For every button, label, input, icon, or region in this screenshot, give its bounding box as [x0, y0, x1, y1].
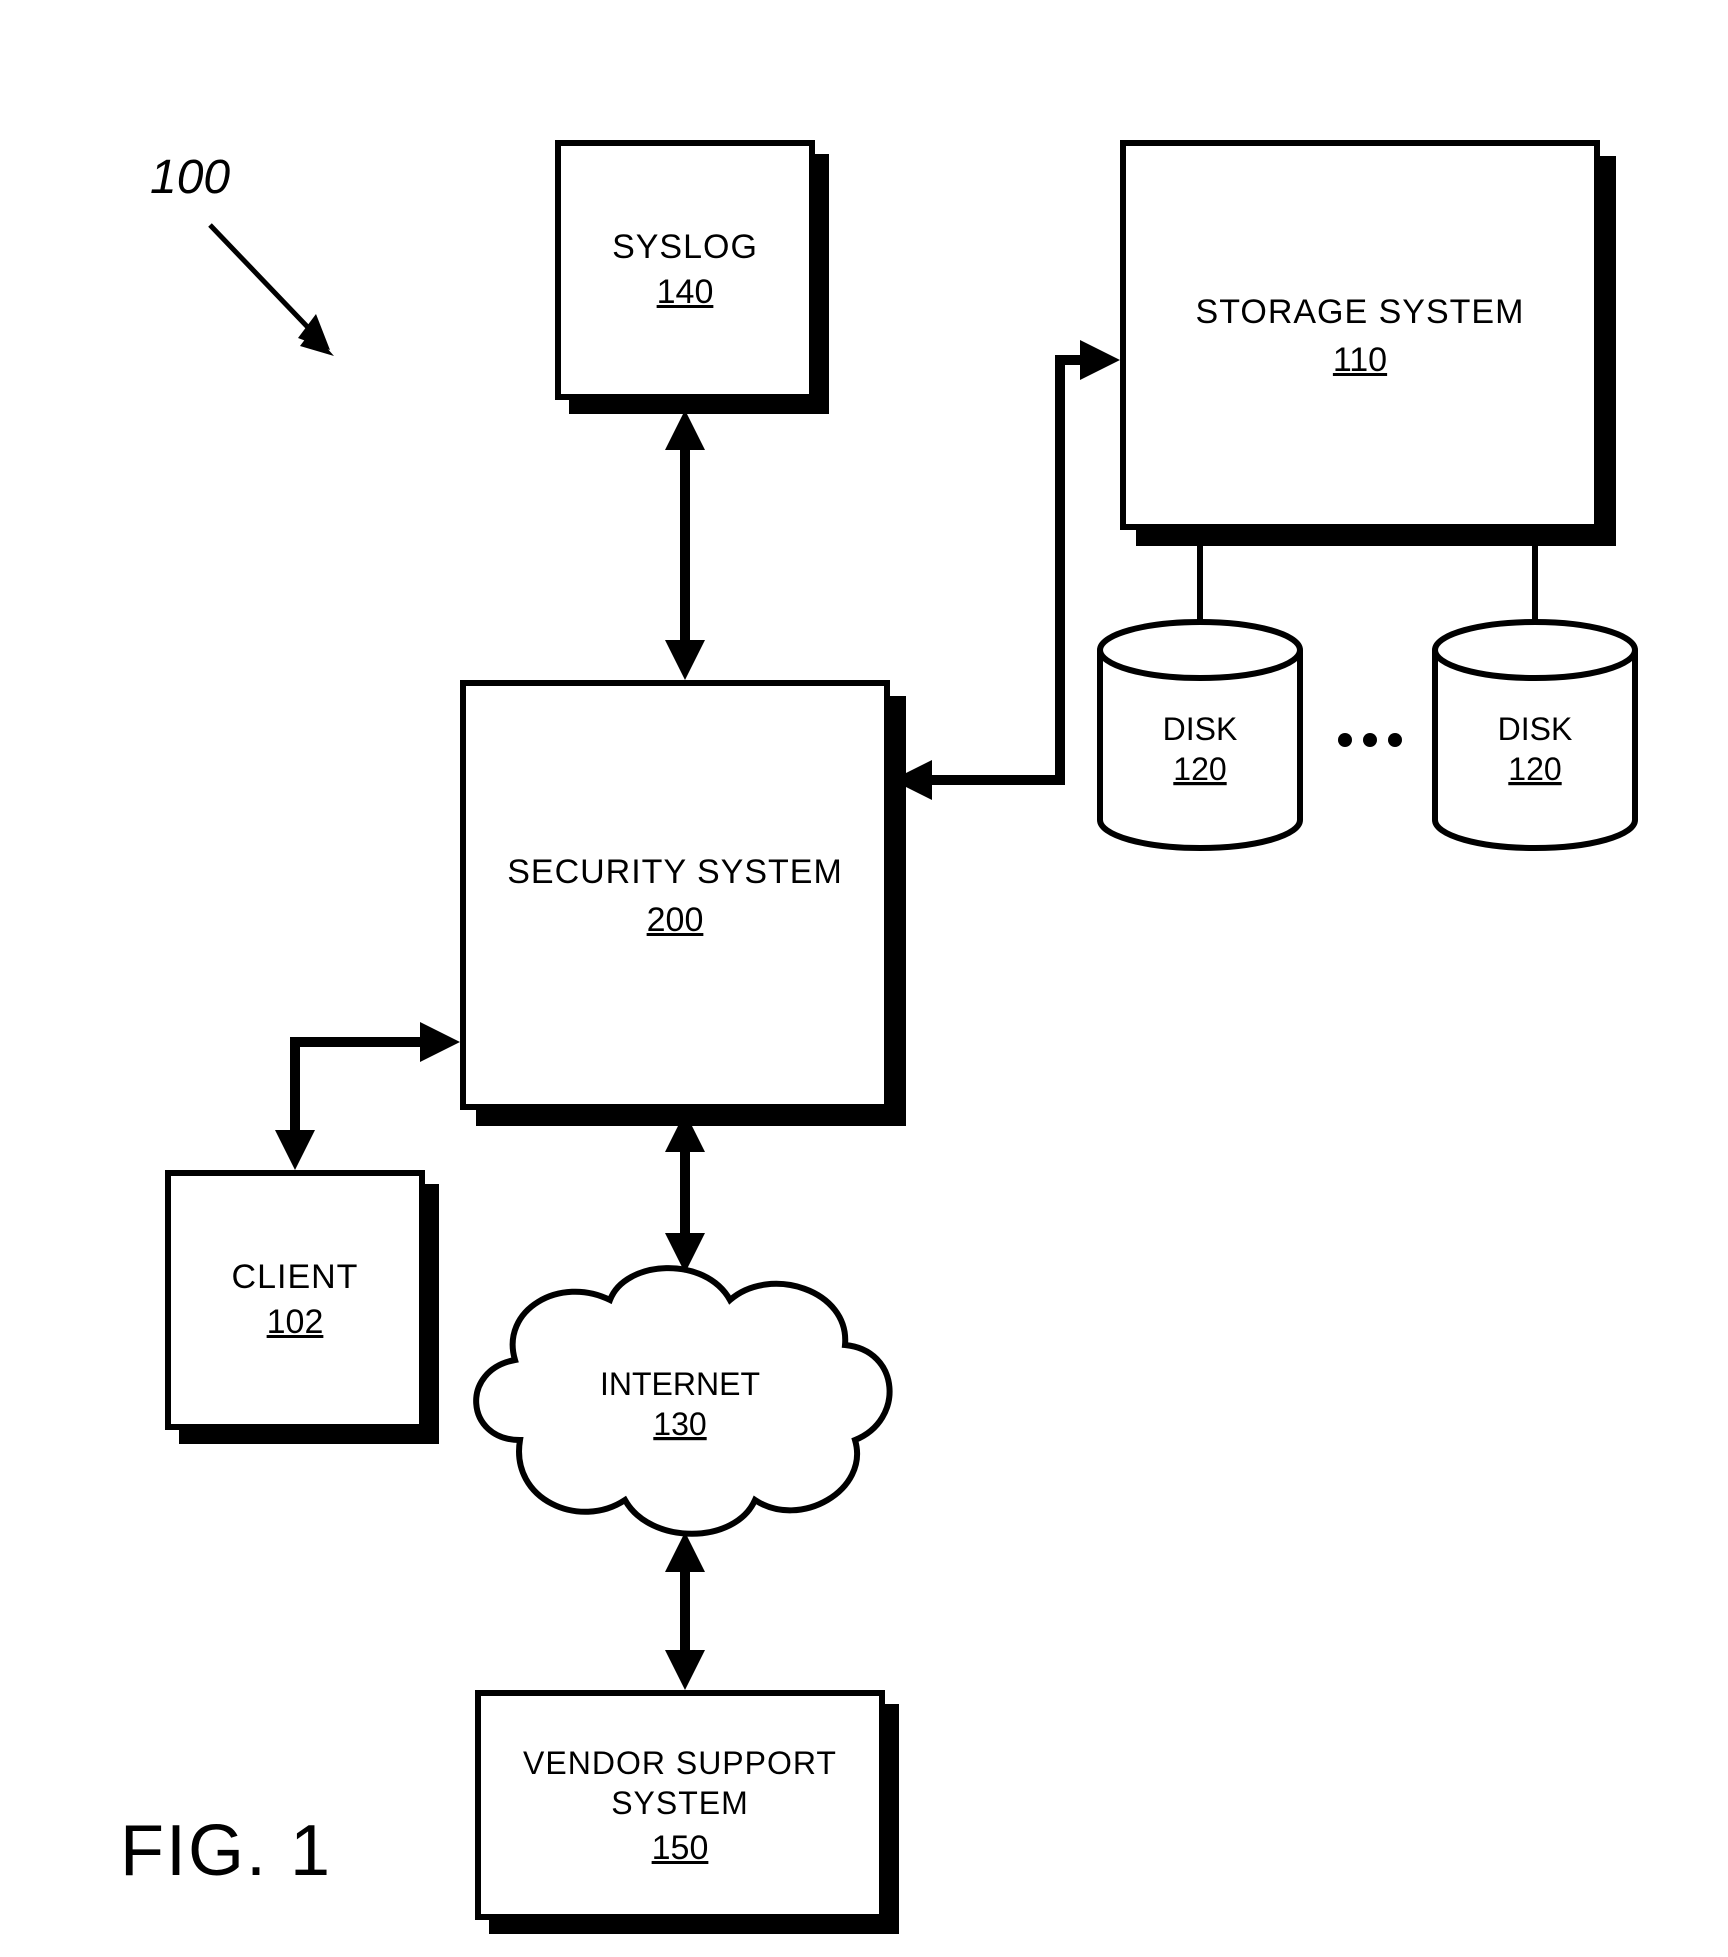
disk2-label: DISK: [1498, 711, 1573, 747]
arrow-client-security: [275, 1022, 460, 1170]
vendor-number: 150: [652, 1829, 709, 1868]
security-label: SECURITY SYSTEM: [487, 850, 863, 894]
disk2-number: 120: [1508, 751, 1561, 787]
storage-number: 110: [1333, 341, 1387, 380]
disk-ellipsis: [1338, 733, 1402, 747]
disk1-cylinder: DISK 120: [1100, 622, 1300, 848]
internet-number: 130: [653, 1406, 706, 1442]
vendor-box: VENDOR SUPPORT SYSTEM 150: [475, 1690, 885, 1920]
security-box: SECURITY SYSTEM 200: [460, 680, 890, 1110]
syslog-box: SYSLOG 140: [555, 140, 815, 400]
arrow-security-storage: [892, 340, 1120, 800]
ref-arrow-100: [210, 225, 334, 356]
syslog-number: 140: [657, 273, 714, 312]
disk1-label: DISK: [1163, 711, 1238, 747]
syslog-label: SYSLOG: [612, 228, 758, 267]
disk1-number: 120: [1173, 751, 1226, 787]
arrow-internet-vendor: [665, 1532, 705, 1690]
security-number: 200: [647, 901, 704, 940]
internet-label: INTERNET: [600, 1366, 760, 1402]
disk2-cylinder: DISK 120: [1435, 622, 1635, 848]
client-label: CLIENT: [232, 1258, 359, 1297]
vendor-label: VENDOR SUPPORT SYSTEM: [481, 1743, 879, 1823]
client-box: CLIENT 102: [165, 1170, 425, 1430]
ref-number-100: 100: [150, 150, 230, 205]
storage-label: STORAGE SYSTEM: [1156, 290, 1565, 334]
client-number: 102: [267, 1303, 324, 1342]
internet-cloud: INTERNET 130: [476, 1268, 889, 1534]
diagram-stage: 100 SYSLOG 140 CLIENT 102 SECURITY SYSTE…: [0, 0, 1728, 1957]
arrow-security-internet: [665, 1112, 705, 1273]
figure-label: FIG. 1: [120, 1810, 332, 1892]
arrow-syslog-security: [665, 410, 705, 680]
storage-box: STORAGE SYSTEM 110: [1120, 140, 1600, 530]
